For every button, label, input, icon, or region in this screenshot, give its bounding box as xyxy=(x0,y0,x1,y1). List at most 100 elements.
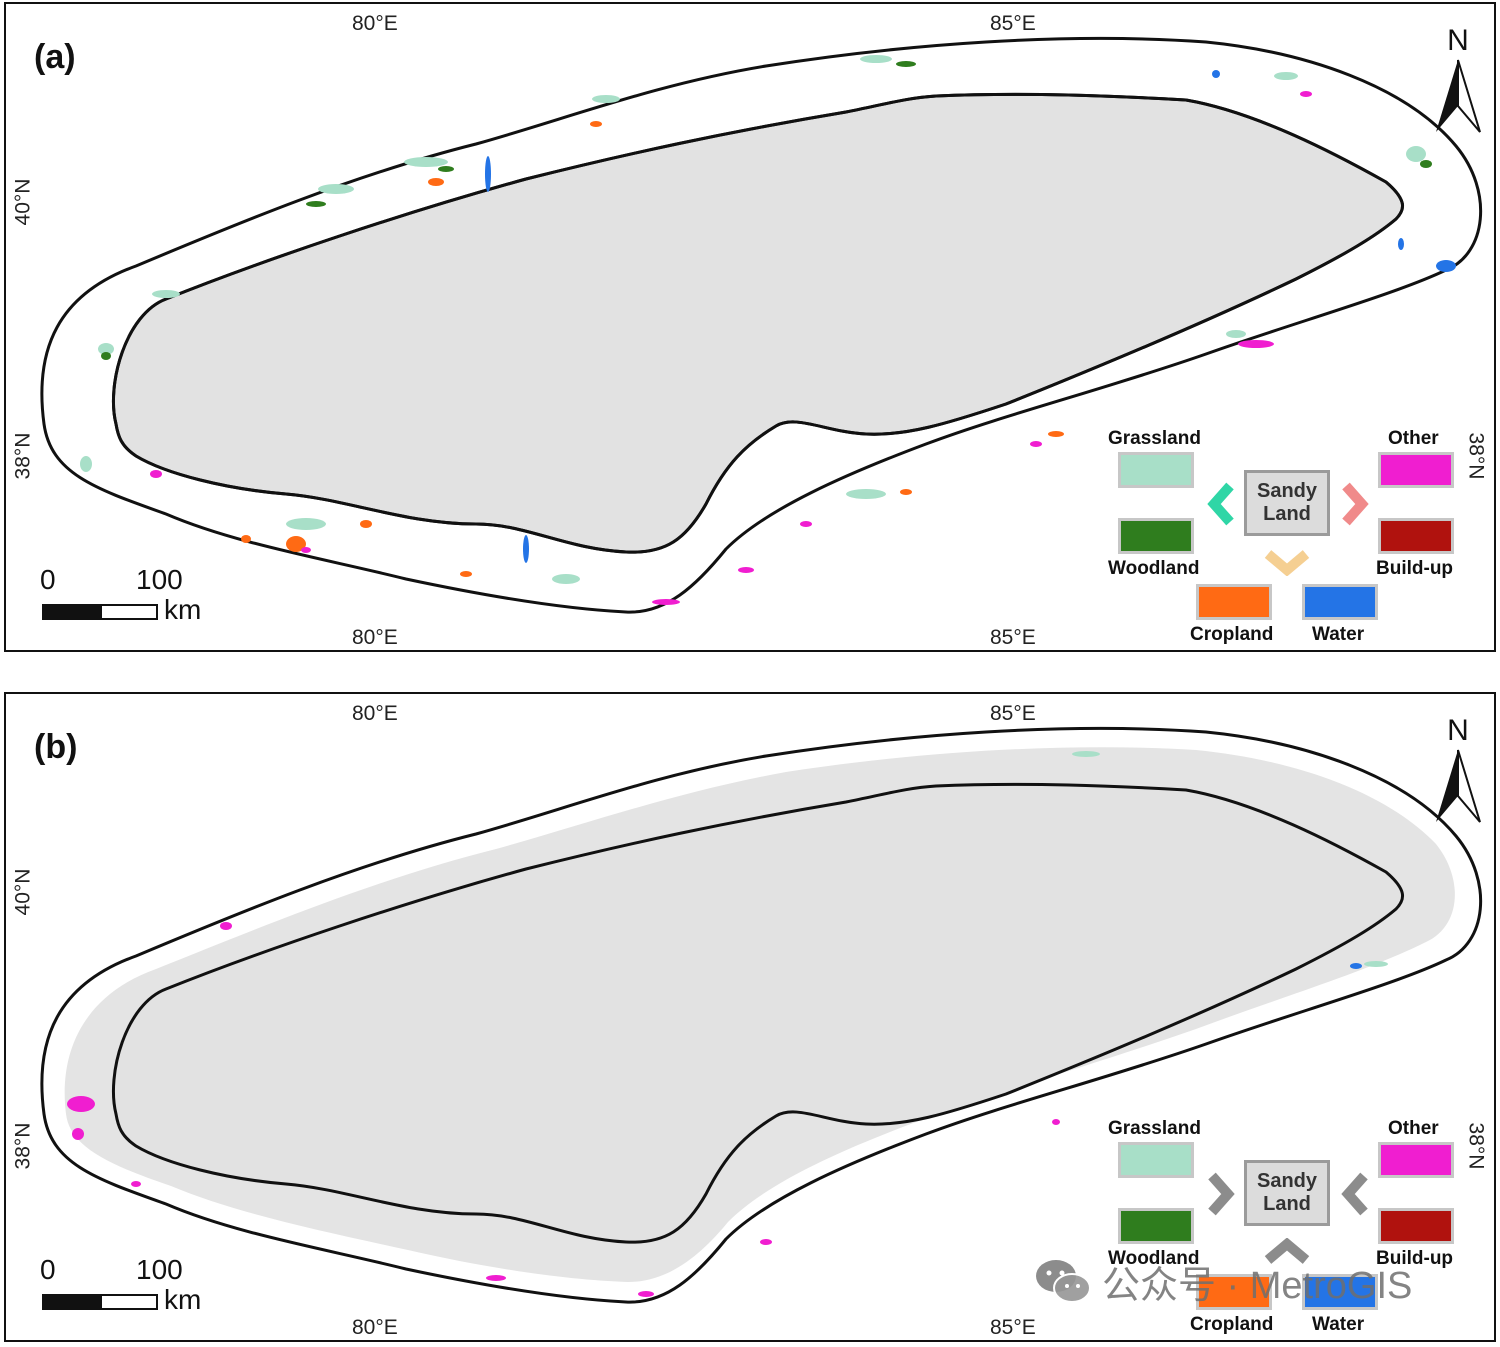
chevron-right-icon xyxy=(1208,1172,1235,1216)
woodland-patch xyxy=(306,201,326,207)
scale-hundred: 100 xyxy=(136,1254,183,1285)
water-patch xyxy=(485,156,491,192)
legend-woodland-swatch xyxy=(1118,518,1194,554)
scale-bar-graphic xyxy=(42,1294,158,1310)
tick-top-80e: 80°E xyxy=(352,702,398,725)
other-patch xyxy=(486,1275,506,1281)
scale-unit: km xyxy=(164,594,202,625)
legend-other-swatch xyxy=(1378,452,1454,488)
cropland-patch xyxy=(1048,431,1064,437)
scale-bar: 0 100 km xyxy=(40,564,240,634)
legend-cropland-label: Cropland xyxy=(1190,624,1274,645)
other-patch xyxy=(1238,340,1274,348)
cropland-patch xyxy=(241,535,251,543)
grassland-patch xyxy=(846,489,886,499)
legend-woodland-swatch xyxy=(1118,1208,1194,1244)
other-patch xyxy=(638,1291,654,1297)
chevron-left-icon xyxy=(1207,482,1234,526)
north-letter: N xyxy=(1447,24,1469,57)
legend-sandy-line1: Sandy xyxy=(1256,1170,1318,1192)
legend-grassland-label: Grassland xyxy=(1108,428,1201,449)
grassland-patch xyxy=(860,55,892,63)
legend-water-label: Water xyxy=(1312,624,1365,645)
legend-grassland-label: Grassland xyxy=(1108,1118,1201,1139)
legend-woodland-label: Woodland xyxy=(1108,558,1200,579)
other-patch xyxy=(652,599,680,605)
other-patch xyxy=(67,1096,95,1112)
other-patch xyxy=(800,521,812,527)
grassland-patch xyxy=(404,157,448,167)
basin-map-a xyxy=(40,36,1483,614)
legend-water-label: Water xyxy=(1312,1314,1365,1335)
scale-zero: 0 xyxy=(40,564,56,595)
legend-buildup-label: Build-up xyxy=(1376,558,1454,579)
other-patch xyxy=(131,1181,141,1187)
water-patch xyxy=(523,535,529,563)
legend-sandy-line2: Land xyxy=(1263,503,1311,525)
tick-left-40n: 40°N xyxy=(11,178,35,226)
grassland-patch xyxy=(80,456,92,472)
water-patch xyxy=(1436,260,1456,272)
wechat-icon xyxy=(1036,1260,1091,1303)
panel-label: (b) xyxy=(34,728,78,766)
legend-cropland-swatch xyxy=(1196,1274,1272,1310)
other-patch xyxy=(1052,1119,1060,1125)
legend-sandy-line2: Land xyxy=(1263,1193,1311,1215)
cropland-patch xyxy=(428,178,444,186)
north-arrow: N xyxy=(1430,714,1486,829)
legend-woodland-label: Woodland xyxy=(1108,1248,1200,1269)
other-patch xyxy=(760,1239,772,1245)
legend-water-swatch xyxy=(1302,1274,1378,1310)
cropland-patch xyxy=(460,571,472,577)
scale-bar: 0 100 km xyxy=(40,1254,240,1324)
cropland-patch xyxy=(900,489,912,495)
woodland-patch xyxy=(1420,160,1432,168)
tick-bottom-80e: 80°E xyxy=(352,626,398,649)
legend-buildup-swatch xyxy=(1378,1208,1454,1244)
inner-boundary xyxy=(111,92,1405,554)
water-patch xyxy=(1212,70,1220,78)
scale-bar-graphic xyxy=(42,604,158,620)
watermark: 公众号 · MetroGIS xyxy=(1034,1254,1474,1308)
grassland-patch xyxy=(1226,330,1246,338)
grassland-patch xyxy=(592,95,620,103)
tick-left-38n: 38°N xyxy=(11,1122,35,1170)
other-patch xyxy=(150,470,162,478)
legend-other-swatch xyxy=(1378,1142,1454,1178)
legend-water-swatch xyxy=(1302,584,1378,620)
legend: Grassland Woodland Other Build-up Cropla… xyxy=(1096,424,1476,650)
legend-sandy-line1: Sandy xyxy=(1256,480,1318,502)
grassland-patch xyxy=(286,518,326,530)
chevron-down-icon xyxy=(1264,550,1310,576)
legend-other-label: Other xyxy=(1388,428,1439,449)
land-cover-patches-b xyxy=(67,751,1388,1297)
watermark-text: 公众号 · MetroGIS xyxy=(1102,1264,1413,1307)
tick-left-38n: 38°N xyxy=(11,432,35,480)
grassland-patch xyxy=(552,574,580,584)
tick-top-80e: 80°E xyxy=(352,12,398,35)
map-panel-b: 80°E 85°E 80°E 85°E 40°N 38°N 38°N (b) N… xyxy=(4,692,1496,1342)
other-patch xyxy=(220,922,232,930)
legend-grassland-swatch xyxy=(1118,1142,1194,1178)
grassland-patch xyxy=(1274,72,1298,80)
north-arrow-icon xyxy=(1436,749,1481,823)
water-patch xyxy=(1398,238,1404,250)
other-patch xyxy=(1300,91,1312,97)
woodland-patch xyxy=(101,352,111,360)
legend-cropland-swatch xyxy=(1196,584,1272,620)
legend: Grassland Woodland Other Build-up Cropla… xyxy=(1096,1114,1476,1340)
tick-left-40n: 40°N xyxy=(11,868,35,916)
cropland-patch xyxy=(286,536,306,552)
legend-grassland-swatch xyxy=(1118,452,1194,488)
tick-bottom-85e: 85°E xyxy=(990,1316,1036,1339)
grassland-patch xyxy=(1364,961,1388,967)
legend-sandy-land: Sandy Land xyxy=(1244,470,1330,536)
legend-cropland-label: Cropland xyxy=(1190,1314,1274,1335)
other-patch xyxy=(72,1128,84,1140)
chevron-up-icon xyxy=(1264,1238,1310,1264)
grassland-patch xyxy=(98,343,114,355)
water-patch xyxy=(1350,963,1362,969)
legend-other-label: Other xyxy=(1388,1118,1439,1139)
legend-buildup-swatch xyxy=(1378,518,1454,554)
chevron-right-icon xyxy=(1342,482,1369,526)
